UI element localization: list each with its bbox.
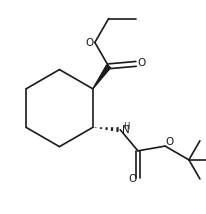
- Text: O: O: [137, 58, 145, 68]
- Text: N: N: [122, 125, 129, 135]
- Text: O: O: [127, 174, 136, 184]
- Polygon shape: [92, 65, 110, 89]
- Text: O: O: [165, 137, 173, 147]
- Text: H: H: [122, 122, 129, 131]
- Text: O: O: [85, 38, 93, 48]
